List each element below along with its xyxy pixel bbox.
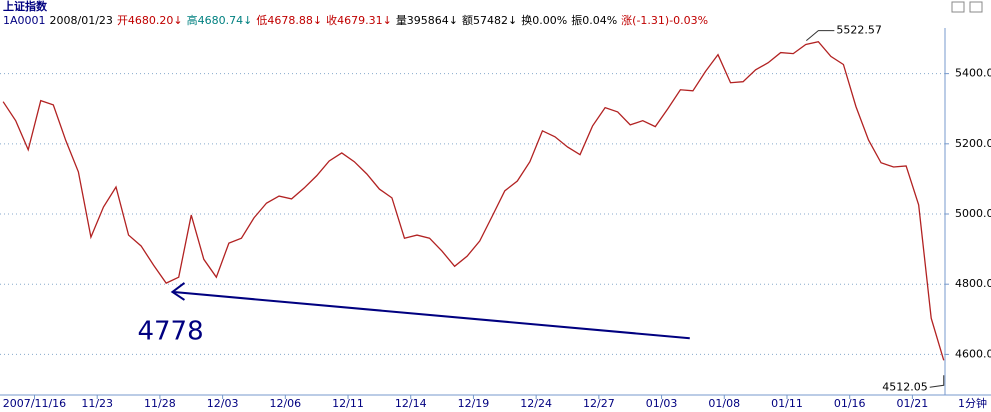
x-tick-label: 11/23 — [81, 397, 113, 410]
x-tick-label: 12/06 — [269, 397, 301, 410]
leader-line — [929, 375, 945, 388]
window-button[interactable] — [951, 1, 965, 13]
x-tick-label: 01/16 — [834, 397, 866, 410]
index-title: 上证指数 — [3, 0, 47, 13]
quote-field: 收4679.31↓ — [326, 14, 392, 27]
quote-field: 低4678.88↓ — [256, 14, 323, 27]
y-tick-label: 5200.00 — [955, 137, 991, 150]
x-tick-label: 12/27 — [583, 397, 615, 410]
x-tick-label: 01/11 — [771, 397, 803, 410]
leader-line — [806, 30, 835, 41]
y-tick-label: 4600.00 — [955, 347, 991, 360]
y-tick-label: 5000.00 — [955, 207, 991, 220]
period-label: 1分钟 — [958, 396, 987, 410]
x-tick-label: 2007/11/16 — [3, 397, 66, 410]
y-tick-label: 5400.00 — [955, 67, 991, 80]
annotation-label: 5522.57 — [836, 24, 882, 37]
quote-field: 涨(-1.31)-0.03% — [621, 14, 709, 27]
arrow-head — [170, 282, 186, 301]
x-tick-label: 12/14 — [395, 397, 427, 410]
annotation-label: 4512.05 — [882, 380, 928, 393]
code: 1A0001 — [3, 14, 46, 27]
quote-field: 量395864↓ — [395, 14, 459, 27]
quote-field: 高4680.74↓ — [186, 14, 253, 27]
quote-line: 1A0001 2008/01/23 开4680.20↓ 高4680.74↓ 低4678.… — [3, 14, 712, 28]
quote-field: 开4680.20↓ — [116, 14, 183, 27]
x-tick-label: 01/21 — [897, 397, 929, 410]
x-tick-label: 12/03 — [207, 397, 239, 410]
x-tick-label: 01/03 — [646, 397, 678, 410]
quote-field: 额57482↓ — [462, 14, 518, 27]
x-tick-label: 12/24 — [520, 397, 552, 410]
arrow-shaft — [172, 290, 690, 340]
window-button[interactable] — [969, 1, 983, 13]
x-tick-label: 01/08 — [708, 397, 740, 410]
price-line — [2, 40, 945, 361]
header: 上证指数 1A0001 2008/01/23 开4680.20↓ 高4680.74↓ 低… — [3, 0, 712, 28]
date: 2008/01/23 — [49, 14, 113, 27]
annotation-label: 4778 — [137, 316, 203, 346]
y-tick-label: 4800.00 — [955, 277, 991, 290]
x-tick-label: 12/11 — [332, 397, 364, 410]
x-tick-label: 11/28 — [144, 397, 176, 410]
quote-field: 振0.04% — [571, 14, 618, 27]
quote-field: 换0.00% — [521, 14, 568, 27]
x-tick-label: 12/19 — [458, 397, 490, 410]
